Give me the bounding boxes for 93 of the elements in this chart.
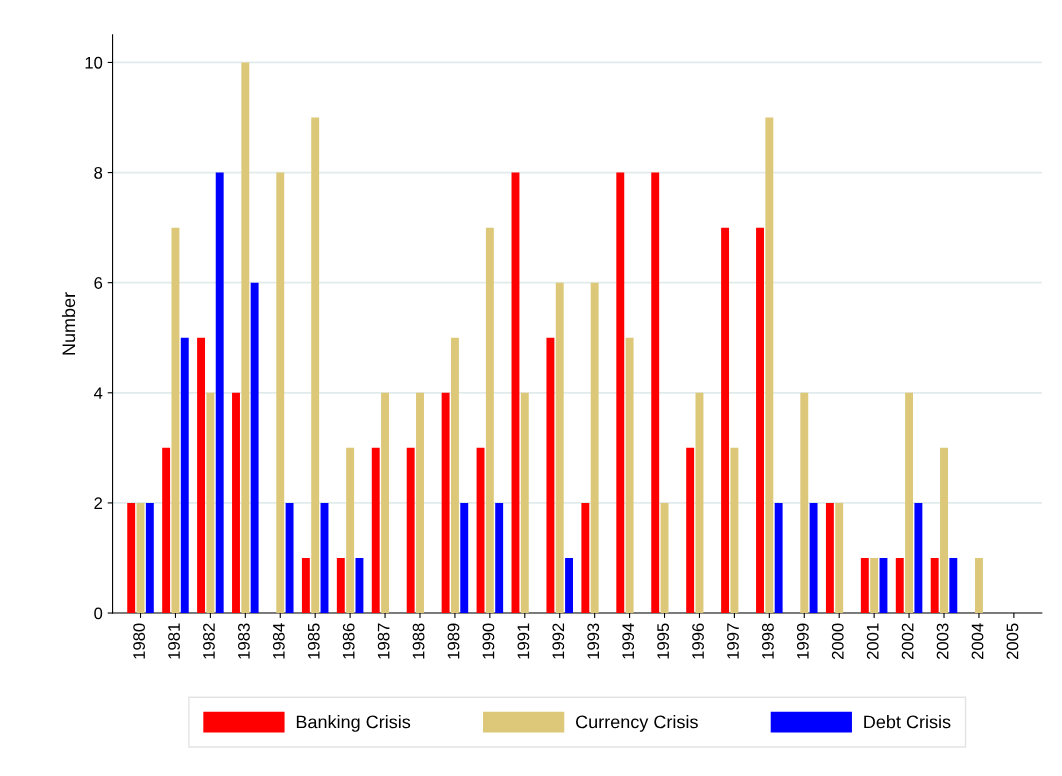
bar — [215, 172, 224, 614]
x-tick-label: 1984 — [272, 623, 285, 659]
bar — [949, 557, 958, 614]
bar — [171, 227, 180, 614]
bar — [450, 337, 459, 614]
bar — [835, 502, 844, 614]
x-tick-label: 1985 — [307, 623, 320, 659]
bar — [555, 282, 564, 614]
y-axis-title: Number — [61, 292, 76, 355]
x-tick-label: 2002 — [901, 623, 914, 659]
y-tick-label: 0 — [94, 607, 103, 620]
x-tick-label: 1987 — [377, 623, 390, 659]
x-tick-label: 2003 — [936, 623, 949, 659]
bar — [276, 172, 285, 614]
x-tick-label: 1989 — [447, 623, 460, 659]
y-tick-label: 6 — [94, 277, 103, 289]
bar — [756, 227, 764, 614]
y-tick-label: 10 — [85, 56, 103, 69]
bar — [336, 557, 345, 614]
bar — [460, 502, 469, 614]
x-tick-label: 1993 — [587, 623, 600, 659]
bar — [145, 502, 154, 614]
x-tick-label: 1991 — [517, 623, 530, 659]
bar — [774, 502, 783, 614]
x-tick-label: 1997 — [727, 623, 739, 659]
bar — [206, 392, 215, 614]
bar — [346, 447, 355, 614]
x-tick-label: 1983 — [237, 623, 250, 659]
bar — [406, 447, 415, 614]
y-tick-label: 2 — [94, 497, 103, 509]
bar — [162, 447, 171, 614]
x-tick-label: 1995 — [657, 623, 670, 659]
bar — [371, 447, 380, 614]
x-tick-label: 1994 — [622, 623, 635, 659]
bar — [301, 557, 310, 614]
bar — [441, 392, 450, 614]
x-tick-label: 2001 — [866, 623, 879, 659]
legend-label: Currency Crisis — [576, 715, 698, 732]
bar — [241, 62, 250, 614]
bar — [381, 392, 390, 614]
bar — [800, 392, 809, 614]
bar — [860, 557, 869, 614]
bar — [476, 447, 485, 614]
bar — [721, 227, 730, 614]
x-tick-label: 1999 — [796, 623, 809, 659]
legend-label: Debt Crisis — [864, 715, 951, 729]
bar — [809, 502, 818, 614]
bar — [180, 337, 189, 614]
bar — [285, 502, 294, 614]
bar — [879, 557, 888, 614]
x-tick-label: 1992 — [552, 623, 565, 659]
x-tick-label: 1981 — [168, 623, 180, 659]
bar — [416, 392, 424, 614]
bar — [565, 557, 573, 614]
bar — [870, 557, 879, 614]
x-tick-label: 2000 — [831, 623, 844, 659]
x-tick-label: 1996 — [692, 623, 704, 659]
bar — [905, 392, 914, 614]
bar — [250, 282, 259, 614]
bar — [940, 447, 948, 614]
bar — [895, 557, 904, 614]
bar — [355, 557, 364, 614]
bar — [765, 117, 774, 614]
bar — [581, 502, 590, 614]
bar — [590, 282, 599, 614]
bar — [546, 337, 555, 614]
x-tick-label: 1982 — [203, 623, 215, 659]
x-tick-label: 1986 — [342, 623, 355, 659]
bar — [616, 172, 625, 614]
bar — [485, 227, 494, 614]
y-tick-label: 8 — [94, 166, 103, 179]
x-tick-label: 1980 — [133, 623, 145, 659]
x-tick-label: 1998 — [762, 623, 774, 659]
bar — [914, 502, 923, 614]
bar — [625, 337, 634, 614]
x-tick-label: 1990 — [482, 623, 495, 659]
bar — [232, 392, 240, 614]
bar — [974, 557, 983, 614]
bar — [127, 502, 136, 614]
bar — [930, 557, 939, 614]
x-tick-label: 1988 — [412, 623, 425, 659]
bar — [311, 117, 320, 614]
y-tick-label: 4 — [93, 387, 103, 399]
x-tick-label: 2004 — [971, 623, 984, 659]
bar — [197, 337, 206, 614]
bar — [495, 502, 504, 614]
bar — [730, 447, 739, 614]
bar — [825, 502, 834, 614]
legend-label: Banking Crisis — [296, 715, 411, 732]
bar — [520, 392, 529, 614]
bar — [686, 447, 695, 614]
x-tick-label: 2005 — [1006, 623, 1019, 659]
bar — [651, 172, 660, 614]
